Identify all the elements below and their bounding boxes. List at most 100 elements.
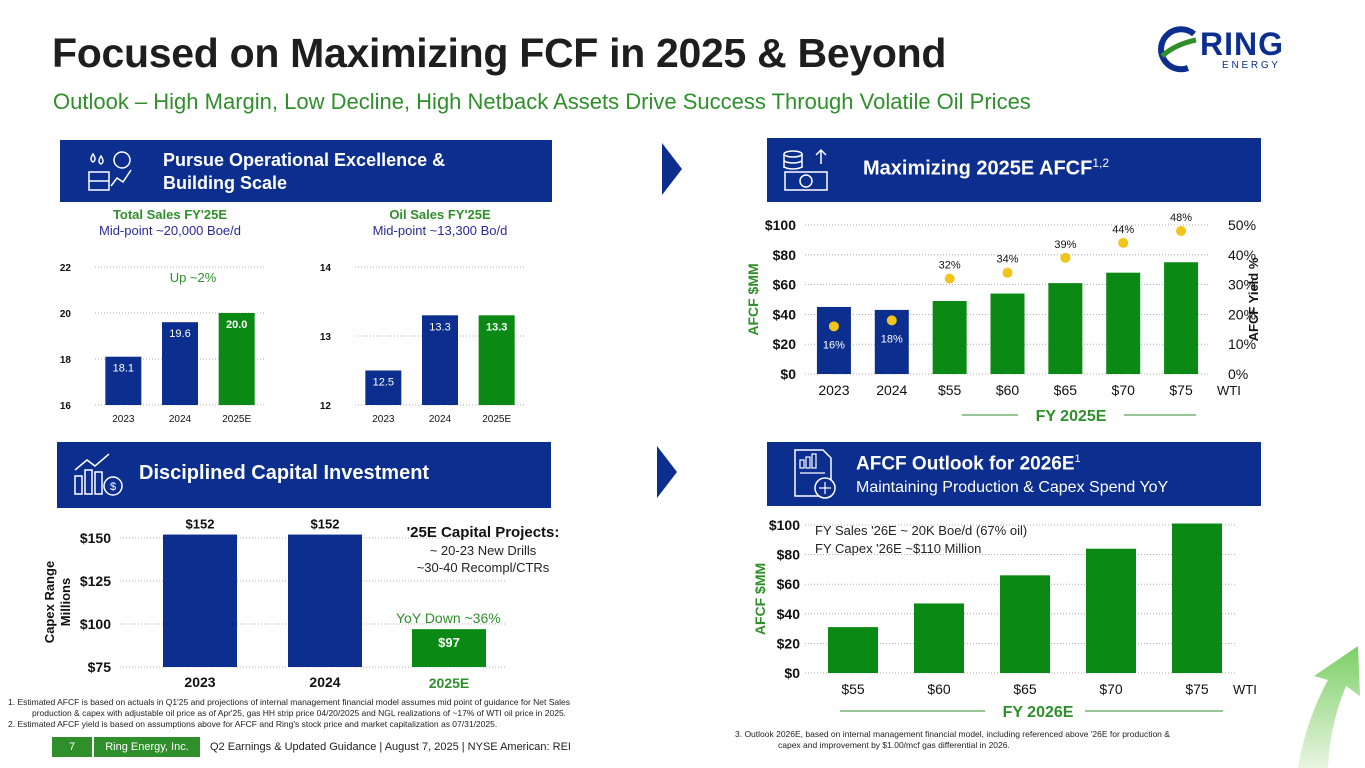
y-tick-label: 20 bbox=[60, 309, 72, 320]
bar-value-label: 12.5 bbox=[373, 377, 394, 389]
yield-label: 34% bbox=[996, 254, 1018, 266]
yield-label: 18% bbox=[881, 333, 903, 345]
yield-label: 44% bbox=[1112, 224, 1134, 236]
footer-text: Q2 Earnings & Updated Guidance | August … bbox=[210, 741, 571, 753]
bar bbox=[816, 306, 851, 374]
y-tick-label: $40 bbox=[777, 606, 801, 622]
y-tick-label: $125 bbox=[80, 573, 111, 589]
ring-energy-logo: RING E N E R G Y bbox=[1150, 26, 1315, 76]
chevron-right-icon bbox=[657, 446, 677, 498]
x-tick-label: $55 bbox=[938, 382, 962, 398]
yield-point bbox=[1118, 237, 1129, 248]
x-tick-label: $55 bbox=[841, 681, 865, 697]
y-tick-label: 18 bbox=[60, 355, 72, 366]
x-tick-label: 2023 bbox=[818, 382, 849, 398]
x-note: WTI bbox=[1233, 682, 1257, 697]
note-sales: FY Sales '26E ~ 20K Boe/d (67% oil) bbox=[815, 523, 1028, 538]
note-capex: FY Capex '26E ~$110 Million bbox=[815, 541, 982, 556]
capex-title: Disciplined Capital Investment bbox=[139, 462, 430, 484]
bar bbox=[1048, 283, 1083, 374]
y2-axis-title: AFCF Yield % bbox=[1246, 257, 1260, 341]
x-tick-label: 2025E bbox=[222, 414, 251, 425]
afcf25-title: Maximizing 2025E AFCF1,2 bbox=[863, 156, 1109, 181]
x-tick-label: 2024 bbox=[876, 382, 907, 398]
y-tick-label: $150 bbox=[80, 530, 111, 546]
bar bbox=[1164, 262, 1199, 374]
y-tick-label: 14 bbox=[320, 263, 332, 274]
bar bbox=[288, 534, 362, 667]
yield-point bbox=[886, 315, 897, 326]
svg-text:$: $ bbox=[110, 481, 116, 493]
afcf26-subtitle: Maintaining Production & Capex Spend YoY bbox=[856, 479, 1169, 496]
x-tick-label: 2024 bbox=[169, 414, 192, 425]
y2-tick-label: 20% bbox=[1228, 306, 1256, 322]
bar bbox=[163, 534, 237, 667]
y-axis-title: AFCF $MM bbox=[752, 563, 768, 635]
x-tick-label: $75 bbox=[1185, 681, 1209, 697]
y-tick-label: 12 bbox=[320, 401, 332, 412]
footnote-1: 1. Estimated AFCF is based on actuals in… bbox=[8, 697, 570, 707]
projects-drills: ~ 20-23 New Drills bbox=[429, 543, 537, 558]
afcf26-title-text: AFCF Outlook for 2026E bbox=[856, 453, 1075, 475]
bar bbox=[1086, 548, 1136, 673]
afcf25-banner: Maximizing 2025E AFCF1,2 bbox=[767, 138, 1261, 202]
yield-point bbox=[1176, 225, 1187, 236]
y2-tick-label: 30% bbox=[1228, 277, 1256, 293]
y-tick-label: $0 bbox=[780, 366, 796, 382]
projects-title: '25E Capital Projects: bbox=[406, 524, 560, 541]
y-tick-label: 22 bbox=[60, 263, 72, 274]
money-stack-icon bbox=[783, 148, 828, 191]
bar bbox=[478, 315, 515, 405]
yield-label: 16% bbox=[823, 339, 845, 351]
total-sales-title: Total Sales FY'25E bbox=[112, 207, 228, 222]
total-sales-header: Total Sales FY'25E Mid-point ~20,000 Boe… bbox=[70, 207, 270, 239]
yield-point bbox=[944, 273, 955, 284]
footer-company: Ring Energy, Inc. bbox=[94, 737, 200, 757]
oil-sales-title: Oil Sales FY'25E bbox=[389, 207, 491, 222]
y-tick-label: $75 bbox=[88, 659, 112, 675]
bar-value-label: 20.0 bbox=[226, 319, 247, 331]
y-axis-title-2: Millions bbox=[58, 578, 73, 626]
x-tick-label: 2024 bbox=[309, 674, 340, 690]
x-tick-label: $70 bbox=[1099, 681, 1123, 697]
x-tick-label: $65 bbox=[1054, 382, 1078, 398]
y2-tick-label: 10% bbox=[1228, 336, 1256, 352]
logo-wordmark: RING bbox=[1200, 26, 1284, 62]
y2-tick-label: 40% bbox=[1228, 247, 1256, 263]
bar bbox=[105, 356, 142, 405]
footnote-3-cont: capex and improvement by $1.00/mcf gas d… bbox=[778, 740, 1010, 750]
yield-point bbox=[1002, 267, 1013, 278]
bar bbox=[914, 603, 964, 673]
ops-title-line2: Building Scale bbox=[163, 173, 288, 193]
bar-value-label: 13.3 bbox=[429, 321, 450, 333]
period-label: FY 2026E bbox=[1003, 704, 1074, 721]
yield-label: 39% bbox=[1054, 239, 1076, 251]
total-sales-chart: 16 18 20 22 18.1 2023 19.6 2024 20.0 2025E Up ~2% bbox=[60, 263, 265, 425]
bar bbox=[218, 313, 255, 405]
x-tick-label: $65 bbox=[1013, 681, 1037, 697]
x-tick-label: 2025E bbox=[429, 675, 469, 691]
chevron-right-icon bbox=[662, 143, 682, 195]
oil-sales-midpoint: Mid-point ~13,300 Bo/d bbox=[372, 223, 508, 238]
afcf26-title: AFCF Outlook for 2026E1 bbox=[856, 453, 1081, 475]
growth-chart-icon: $ bbox=[74, 453, 123, 496]
footnotes-right: 3. Outlook 2026E, based on internal mana… bbox=[735, 729, 1275, 751]
bar bbox=[1172, 523, 1222, 673]
oil-sales-header: Oil Sales FY'25E Mid-point ~13,300 Bo/d bbox=[340, 207, 540, 239]
footnote-2: 2. Estimated AFCF yield is based on assu… bbox=[8, 719, 498, 729]
period-label: FY 2025E bbox=[1036, 408, 1107, 425]
afcf25-title-text: Maximizing 2025E AFCF bbox=[863, 157, 1093, 180]
report-scale-icon bbox=[794, 449, 836, 499]
y2-tick-label: 50% bbox=[1228, 217, 1256, 233]
oil-sales-chart: 12 13 14 12.5 2023 13.3 2024 13.3 2025E bbox=[320, 263, 525, 425]
oil-production-icon bbox=[88, 151, 132, 191]
x-tick-label: 2023 bbox=[372, 414, 395, 425]
y-tick-label: $80 bbox=[777, 547, 801, 563]
bar bbox=[412, 629, 486, 667]
bar-value-label: $152 bbox=[311, 517, 340, 532]
y-tick-label: $100 bbox=[80, 616, 111, 632]
y2-tick-label: 0% bbox=[1228, 366, 1248, 382]
y-axis-title: Capex Range bbox=[42, 561, 57, 643]
y-tick-label: 16 bbox=[60, 401, 72, 412]
afcf25-title-sup: 1,2 bbox=[1092, 156, 1110, 170]
